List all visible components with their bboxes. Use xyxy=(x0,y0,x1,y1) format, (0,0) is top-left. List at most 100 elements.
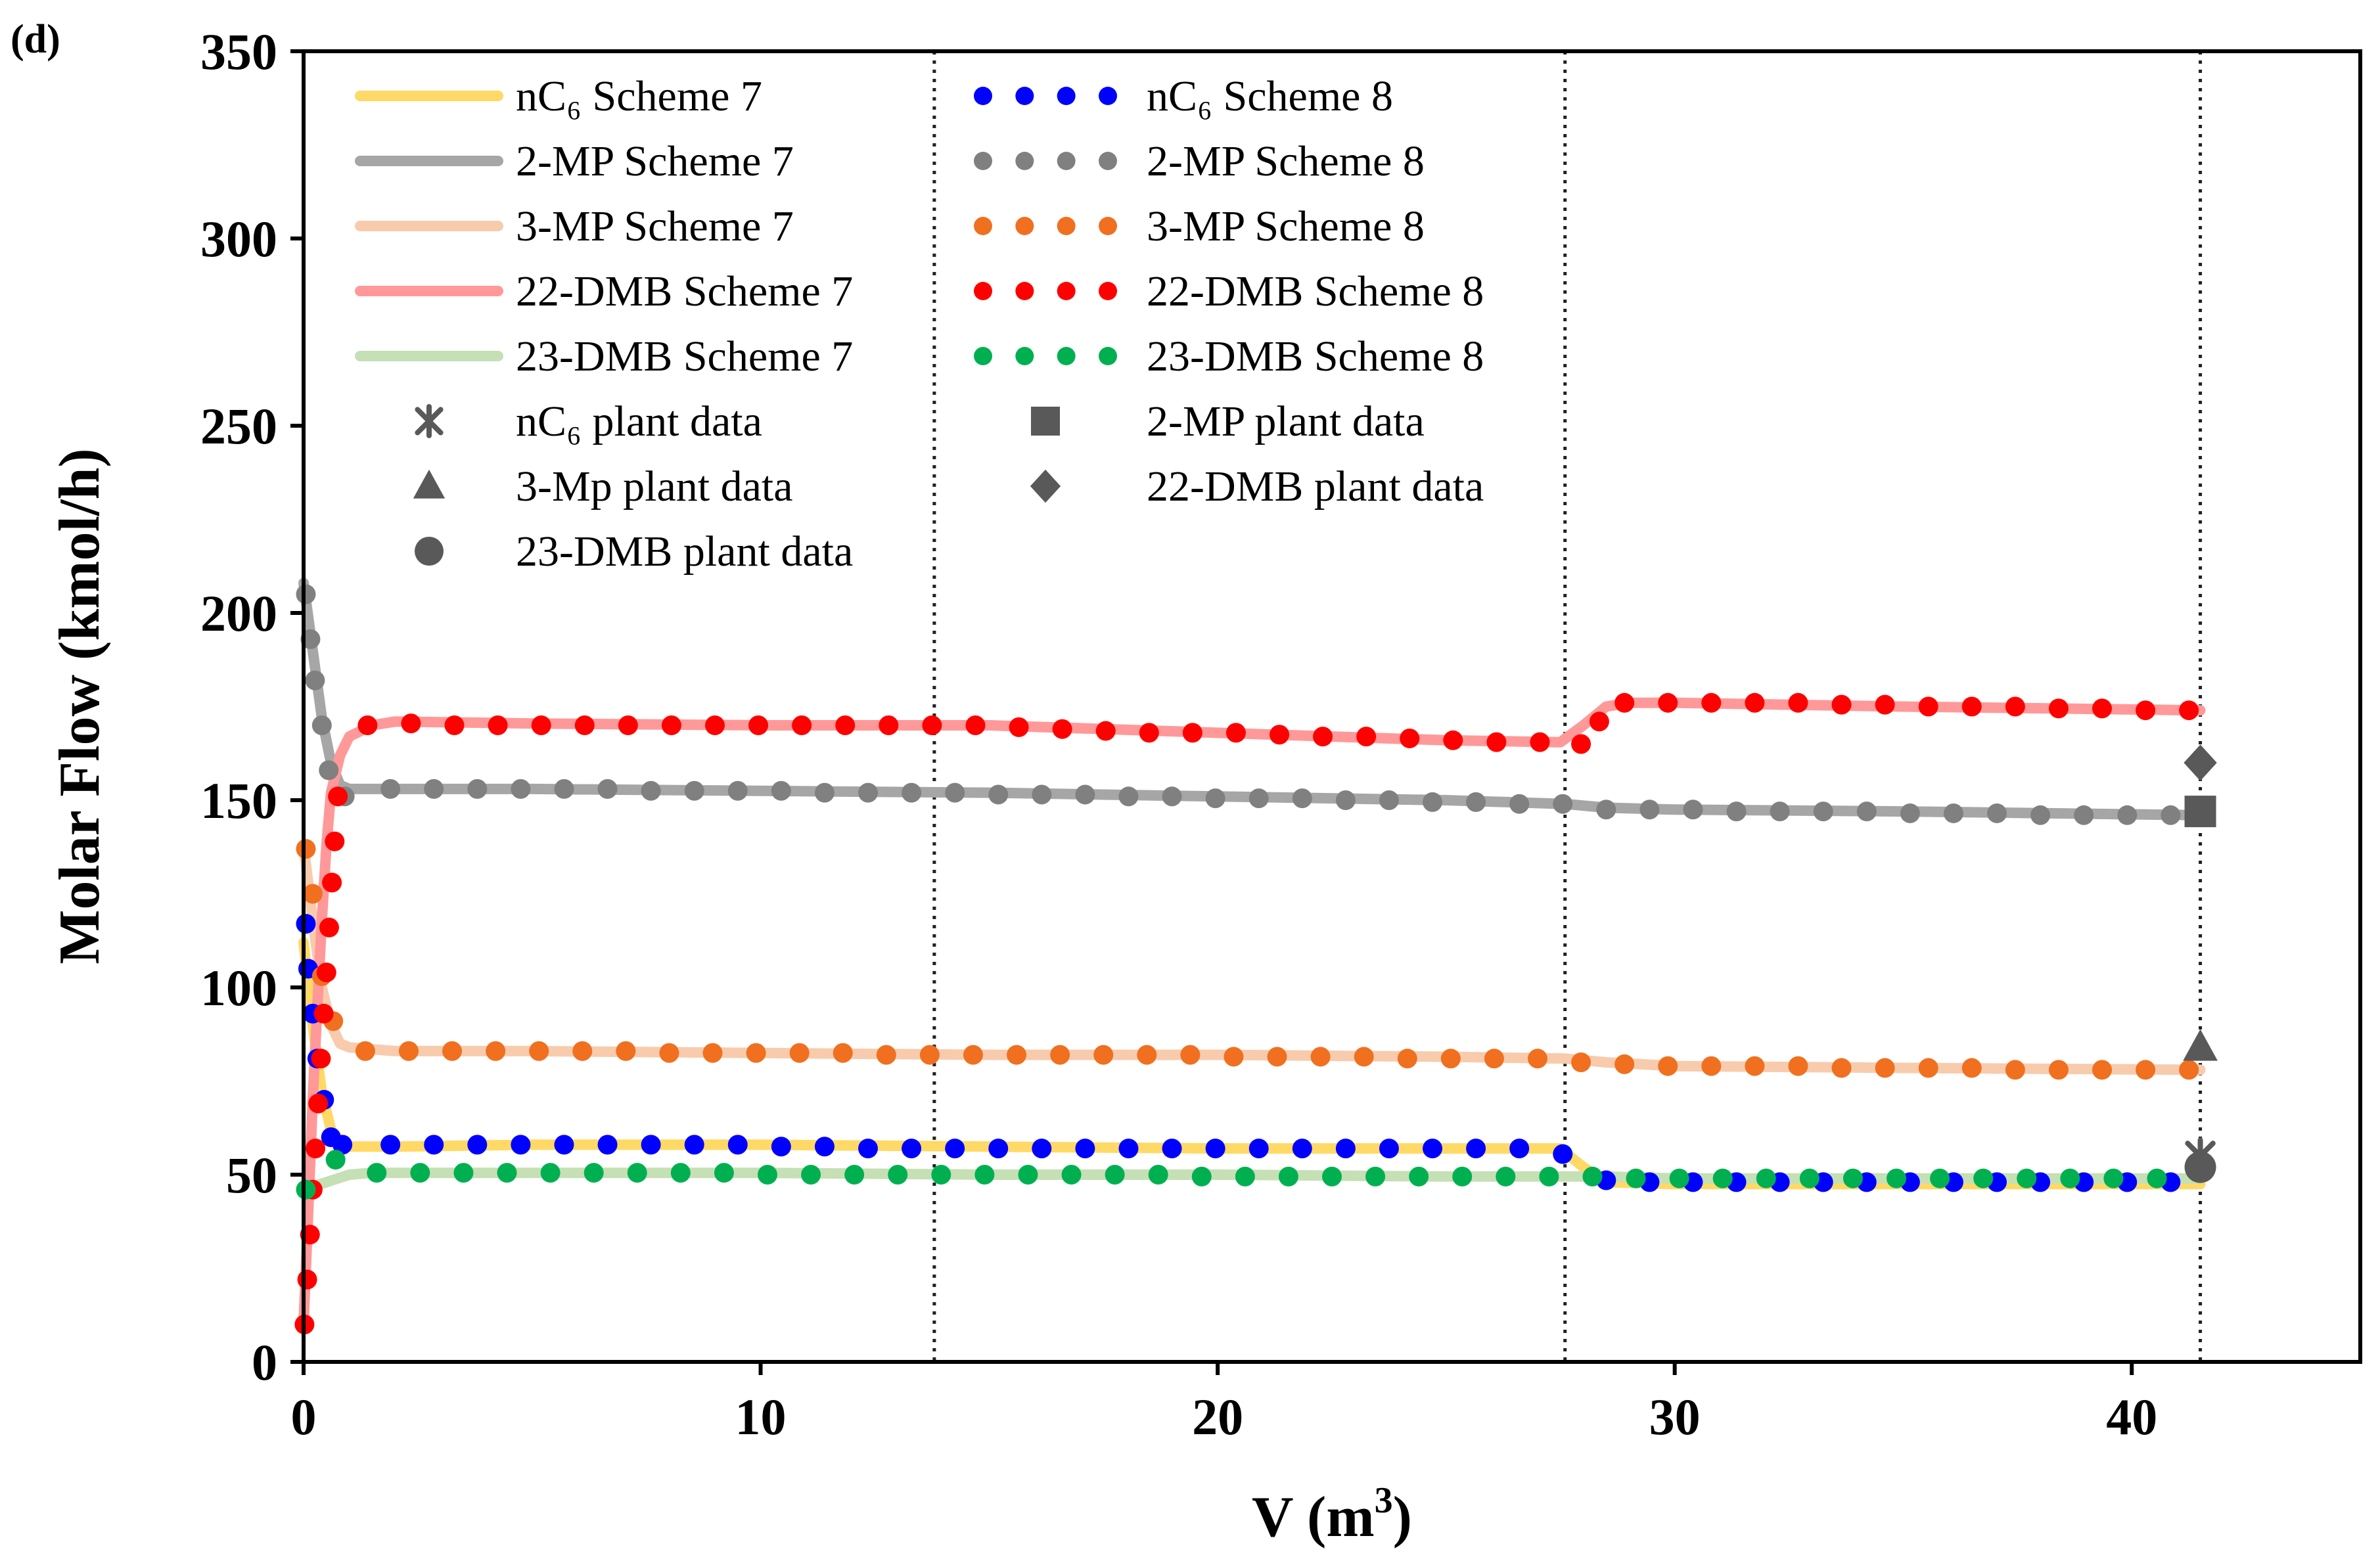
data-point xyxy=(444,715,465,735)
data-point xyxy=(746,1043,766,1063)
data-point xyxy=(1530,732,1550,752)
data-point xyxy=(1225,723,1246,743)
data-point xyxy=(2103,1168,2124,1188)
x-tick-label: 30 xyxy=(1649,1388,1701,1445)
data-point xyxy=(497,1163,517,1183)
data-point xyxy=(1409,1166,1429,1186)
data-point xyxy=(486,1041,506,1061)
data-point xyxy=(1509,794,1530,814)
data-point xyxy=(684,780,704,801)
data-point xyxy=(296,839,316,859)
legend-dot xyxy=(1057,152,1076,170)
data-point xyxy=(1009,717,1029,737)
data-point xyxy=(1180,1045,1201,1065)
series-dots xyxy=(296,1150,2167,1200)
legend-dot xyxy=(1099,217,1117,235)
data-point xyxy=(1788,692,1808,713)
data-point xyxy=(1032,1139,1052,1159)
data-point xyxy=(367,1163,387,1183)
data-point xyxy=(2060,1168,2080,1188)
y-tick-label: 200 xyxy=(200,585,277,642)
data-point xyxy=(1365,1166,1386,1186)
data-point xyxy=(2117,805,2138,825)
data-point xyxy=(332,1135,353,1155)
data-point xyxy=(1310,1047,1331,1067)
data-point xyxy=(325,1150,346,1170)
legend-item: 2-MP Scheme 7 xyxy=(355,137,794,185)
data-point xyxy=(1379,790,1399,810)
data-point xyxy=(858,1139,879,1159)
plot-area xyxy=(294,51,2218,1362)
data-point xyxy=(902,782,922,803)
data-point xyxy=(1973,1168,1994,1188)
data-point xyxy=(931,1165,951,1185)
data-point xyxy=(1658,692,1678,713)
data-point xyxy=(1052,719,1072,739)
data-point xyxy=(1335,790,1356,810)
data-point xyxy=(1322,1166,1342,1186)
legend-dot xyxy=(1015,347,1034,365)
data-point xyxy=(1571,734,1591,754)
data-point xyxy=(748,715,769,735)
data-point xyxy=(1118,1139,1139,1159)
data-point xyxy=(1496,1166,1516,1186)
data-point xyxy=(618,715,638,735)
data-point xyxy=(311,1049,331,1069)
data-point xyxy=(584,1163,604,1183)
data-point xyxy=(1961,1058,1982,1078)
data-point xyxy=(1356,727,1377,747)
data-point xyxy=(424,779,444,799)
data-point xyxy=(902,1139,922,1159)
data-point xyxy=(1626,1168,1646,1188)
legend-label: nC₆ plant data xyxy=(516,397,762,445)
legend-item: 22-DMB Scheme 8 xyxy=(974,267,1484,315)
plant-data-marker xyxy=(2183,1029,2218,1061)
legend-label: 2-MP Scheme 8 xyxy=(1147,137,1425,185)
data-point xyxy=(771,780,791,801)
data-point xyxy=(1900,803,1920,823)
y-tick-label: 300 xyxy=(200,210,277,267)
data-point xyxy=(1248,788,1269,809)
data-point xyxy=(844,1165,865,1185)
data-point xyxy=(1589,712,1609,732)
data-point xyxy=(296,1179,316,1200)
data-point xyxy=(659,1043,679,1063)
data-point xyxy=(296,914,316,934)
data-point xyxy=(467,779,488,799)
data-point xyxy=(355,1041,375,1061)
data-point xyxy=(705,715,725,735)
data-point xyxy=(453,1163,474,1183)
data-point xyxy=(2005,1060,2025,1080)
data-point xyxy=(974,1165,995,1185)
legend-label: 22-DMB Scheme 8 xyxy=(1147,267,1484,315)
legend-dot xyxy=(1057,87,1076,105)
legend-item: 3-MP Scheme 7 xyxy=(355,202,794,250)
data-point xyxy=(1278,1166,1298,1186)
legend-marker xyxy=(413,469,446,499)
data-point xyxy=(1075,784,1095,805)
data-point xyxy=(1137,1045,1157,1065)
series-line xyxy=(298,840,2206,1075)
data-point xyxy=(554,1135,574,1155)
data-point xyxy=(1205,788,1225,809)
legend-dot xyxy=(1057,217,1076,235)
data-point xyxy=(988,784,1009,805)
x-tick-label: 0 xyxy=(291,1388,317,1445)
data-point xyxy=(1875,1058,1895,1078)
data-point xyxy=(1466,792,1486,812)
plant-data-marker xyxy=(2184,796,2216,828)
data-point xyxy=(988,1139,1009,1159)
legend-item: 2-MP Scheme 8 xyxy=(974,137,1425,185)
data-point xyxy=(1162,786,1182,807)
data-point xyxy=(1831,694,1852,715)
data-point xyxy=(554,779,574,799)
data-point xyxy=(1354,1047,1374,1067)
data-point xyxy=(1875,694,1895,715)
data-point xyxy=(1918,696,1938,717)
data-point xyxy=(2017,1168,2037,1188)
data-point xyxy=(597,779,618,799)
data-point xyxy=(1335,1139,1356,1159)
data-point xyxy=(2092,698,2113,719)
legend-dot xyxy=(1099,282,1117,300)
data-point xyxy=(488,715,508,735)
